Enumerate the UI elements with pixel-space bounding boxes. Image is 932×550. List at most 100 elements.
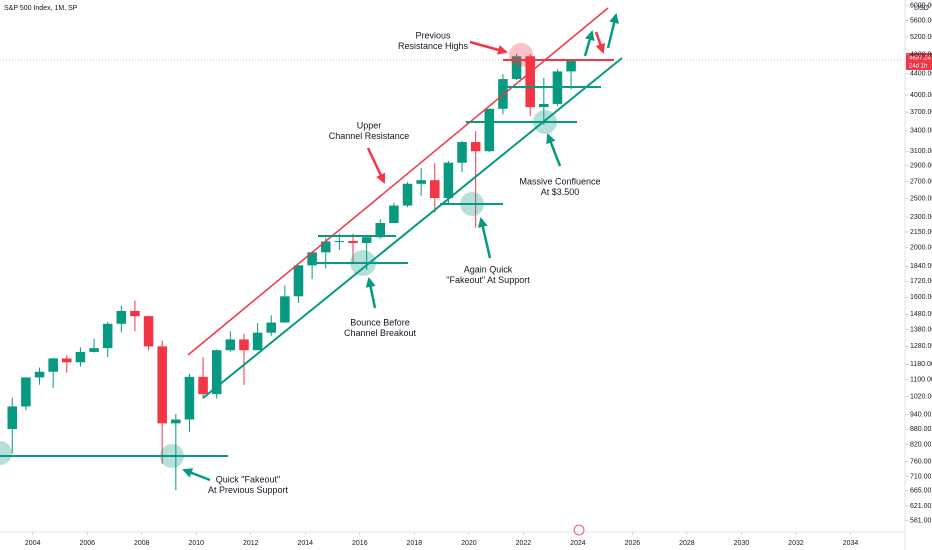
y-tick-label: 880.00 xyxy=(910,426,932,433)
candle-body xyxy=(293,265,304,297)
candle-body xyxy=(89,348,99,352)
highlight xyxy=(460,192,484,216)
arrow xyxy=(477,217,492,259)
arrow xyxy=(365,277,377,309)
y-tick-label: 2000.00 xyxy=(910,245,932,252)
arrow xyxy=(594,31,606,54)
highlight xyxy=(533,110,557,134)
annotation: Again Quick xyxy=(464,264,513,274)
candle-body xyxy=(7,406,18,430)
x-tick-label: 2008 xyxy=(134,540,150,547)
annotation: "Fakeout" At Support xyxy=(446,275,530,285)
x-tick-label: 2010 xyxy=(188,540,204,547)
candle-body xyxy=(280,296,290,323)
highlight xyxy=(350,250,376,276)
y-tick-label: 4000.00 xyxy=(910,92,932,99)
y-tick-label: 3700.00 xyxy=(910,109,932,116)
y-tick-label: 1600.00 xyxy=(910,294,932,301)
arrow xyxy=(583,30,595,57)
arrow xyxy=(469,40,508,55)
y-tick-label: 1280.00 xyxy=(910,343,932,350)
candle-body xyxy=(416,180,426,184)
candle-body xyxy=(443,162,454,199)
annotation: At Previous Support xyxy=(208,485,289,495)
y-tick-label: 2300.00 xyxy=(910,214,932,221)
candle-body xyxy=(252,332,263,351)
price-box xyxy=(906,53,932,70)
y-tick-label: 1020.00 xyxy=(910,393,932,400)
y-tick-label: 3100.00 xyxy=(910,148,932,155)
candle-body xyxy=(184,376,195,420)
x-tick-label: 2030 xyxy=(734,540,750,547)
y-tick-label: 760.00 xyxy=(910,458,932,465)
y-tick-label: 581.00 xyxy=(910,518,932,525)
y-tick-label: 2500.00 xyxy=(910,195,932,202)
y-tick-label: 2900.00 xyxy=(910,163,932,170)
candle-body xyxy=(361,237,372,244)
y-tick-label: 3400.00 xyxy=(910,128,932,135)
candle-body xyxy=(225,339,236,351)
candle-body xyxy=(130,310,140,317)
y-tick-label: 1100.00 xyxy=(910,377,932,384)
annotation: Previous xyxy=(415,30,451,40)
arrow xyxy=(546,133,562,167)
highlights xyxy=(0,110,557,468)
countdown-label: 24d 1h xyxy=(909,64,927,70)
candle-body xyxy=(143,316,154,347)
red-arrows xyxy=(366,31,606,184)
y-tick-label: 940.00 xyxy=(910,411,932,418)
annotation: Upper xyxy=(357,120,382,130)
y-tick-label: 4400.00 xyxy=(910,71,932,78)
x-tick-label: 2016 xyxy=(352,540,368,547)
highlight xyxy=(509,43,533,67)
annotation: Channel Breakout xyxy=(344,328,417,338)
x-tick-label: 2028 xyxy=(679,540,695,547)
drawings xyxy=(0,7,905,536)
candle-body xyxy=(484,108,495,152)
y-tick-label: 1180.00 xyxy=(910,361,932,368)
candle-body xyxy=(266,322,276,333)
support-lines xyxy=(0,86,601,457)
candle-body xyxy=(457,142,467,163)
candle-body xyxy=(375,222,386,238)
y-tick-label: 665.00 xyxy=(910,488,932,495)
y-tick-label: 621.00 xyxy=(910,503,932,510)
candle-body xyxy=(334,241,345,243)
x-tick-label: 2022 xyxy=(516,540,532,547)
candle-body xyxy=(75,351,86,363)
currency-label: USD xyxy=(914,5,929,12)
x-tick-label: 2014 xyxy=(298,540,314,547)
y-tick-label: 2150.00 xyxy=(910,229,932,236)
y-tick-label: 2700.00 xyxy=(910,179,932,186)
y-tick-label: 1480.00 xyxy=(910,311,932,318)
axes: 581.00 621.00 665.00 710.00 760.00 820.00 880.… xyxy=(25,2,932,547)
candle-body xyxy=(239,339,249,351)
candle-body xyxy=(511,56,522,80)
y-tick-label: 710.00 xyxy=(910,473,932,480)
annotation: At $3.500 xyxy=(541,187,580,197)
candle-body xyxy=(402,183,413,206)
candle-body xyxy=(157,346,167,424)
x-tick-label: 2012 xyxy=(243,540,259,547)
event-icon xyxy=(573,524,585,536)
candle-body xyxy=(198,376,208,395)
y-tick-label: 820.00 xyxy=(910,441,932,448)
candle-body xyxy=(48,358,58,372)
y-tick-label: 1720.00 xyxy=(910,278,932,285)
x-tick-label: 2018 xyxy=(407,540,423,547)
y-tick-label: 1380.00 xyxy=(910,327,932,334)
x-tick-label: 2020 xyxy=(461,540,477,547)
y-tick-label: 5600.00 xyxy=(910,18,932,25)
candle-body xyxy=(566,59,576,72)
arrow xyxy=(366,147,386,184)
x-tick-label: 2034 xyxy=(843,540,859,547)
candle-body xyxy=(62,358,72,363)
candle-body xyxy=(34,371,45,378)
annotation: Channel Resistance xyxy=(329,131,410,141)
candle-body xyxy=(21,377,31,407)
highlight xyxy=(160,444,184,468)
candle-body xyxy=(389,205,399,223)
y-tick-label: 6000.00 xyxy=(910,2,932,9)
